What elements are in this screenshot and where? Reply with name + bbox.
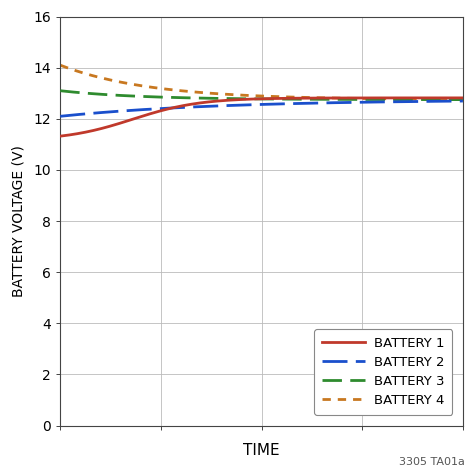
BATTERY 2: [348, 99, 354, 105]
Line: BATTERY 4: BATTERY 4: [60, 65, 463, 99]
BATTERY 2: [57, 113, 63, 119]
Line: BATTERY 2: BATTERY 2: [60, 101, 463, 116]
Line: BATTERY 3: BATTERY 3: [60, 91, 463, 99]
BATTERY 1: [348, 95, 354, 101]
BATTERY 3: [350, 97, 356, 102]
BATTERY 3: [106, 92, 111, 98]
BATTERY 4: [189, 89, 194, 95]
BATTERY 1: [460, 95, 466, 101]
BATTERY 4: [460, 97, 466, 102]
BATTERY 1: [189, 101, 194, 107]
BATTERY 1: [57, 133, 63, 139]
BATTERY 3: [348, 97, 354, 102]
BATTERY 4: [217, 91, 222, 97]
Text: 3305 TA01a: 3305 TA01a: [399, 457, 465, 467]
X-axis label: TIME: TIME: [243, 443, 280, 458]
Line: BATTERY 1: BATTERY 1: [60, 98, 463, 136]
BATTERY 2: [189, 104, 194, 110]
BATTERY 1: [310, 95, 316, 101]
BATTERY 4: [57, 62, 63, 68]
Legend: BATTERY 1, BATTERY 2, BATTERY 3, BATTERY 4: BATTERY 1, BATTERY 2, BATTERY 3, BATTERY…: [314, 329, 452, 415]
BATTERY 2: [106, 109, 111, 115]
BATTERY 3: [189, 95, 194, 101]
BATTERY 3: [460, 97, 466, 102]
BATTERY 4: [348, 96, 354, 101]
BATTERY 2: [310, 100, 316, 106]
BATTERY 3: [57, 88, 63, 93]
BATTERY 3: [310, 97, 316, 102]
BATTERY 4: [350, 96, 356, 101]
BATTERY 1: [217, 98, 222, 104]
BATTERY 4: [310, 95, 316, 100]
BATTERY 1: [350, 95, 356, 101]
BATTERY 2: [217, 103, 222, 109]
BATTERY 3: [217, 96, 222, 101]
BATTERY 4: [106, 77, 111, 83]
BATTERY 2: [350, 99, 356, 105]
Y-axis label: BATTERY VOLTAGE (V): BATTERY VOLTAGE (V): [11, 145, 25, 297]
BATTERY 2: [460, 98, 466, 104]
BATTERY 1: [106, 124, 111, 129]
